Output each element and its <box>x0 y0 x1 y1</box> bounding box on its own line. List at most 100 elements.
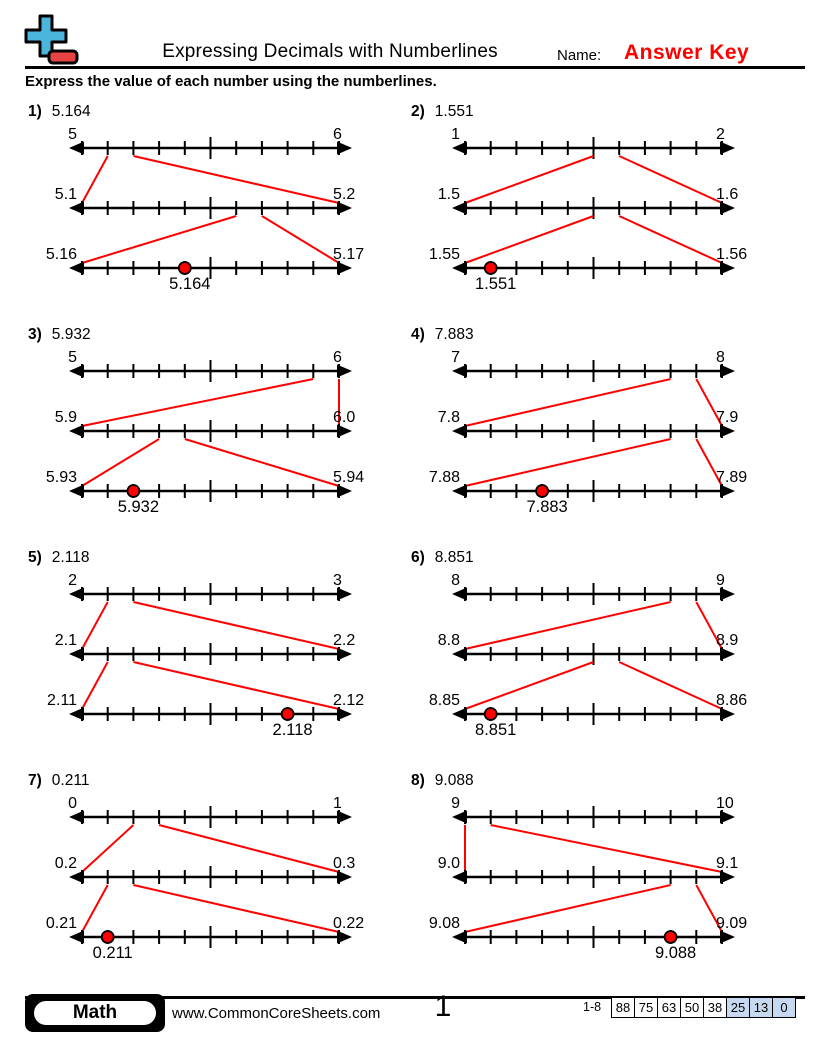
right-arrow-icon <box>337 647 352 661</box>
left-endpoint-label: 1.5 <box>438 186 460 203</box>
numberlines-figure: 9 10 9.0 9.1 9.08 9.09 9.088 <box>429 795 747 962</box>
zoom-connector-left <box>81 378 314 427</box>
problem-block: 7) 0.211 0 1 0.2 0.3 0.21 0.22 0.211 <box>28 772 378 977</box>
right-arrow-icon <box>337 870 352 884</box>
answer-dot <box>483 261 498 275</box>
problem-block: 6) 8.851 8 9 8.8 8.9 8.85 8.86 8.851 <box>411 549 761 754</box>
left-arrow-icon <box>69 930 84 944</box>
problem-number: 2) <box>411 103 425 120</box>
answer-label: 5.164 <box>169 275 210 293</box>
right-arrow-icon <box>337 141 352 155</box>
left-arrow-icon <box>452 484 467 498</box>
problem-number: 5) <box>28 549 42 566</box>
problem-block: 1) 5.164 5 6 5.1 5.2 5.16 5.17 5.164 <box>28 103 378 308</box>
left-arrow-icon <box>69 707 84 721</box>
right-endpoint-label: 9 <box>716 572 725 589</box>
problem-value: 8.851 <box>434 549 474 566</box>
left-endpoint-label: 0.2 <box>55 855 77 872</box>
left-endpoint-label: 8 <box>451 572 460 589</box>
right-endpoint-label: 0.3 <box>333 855 355 872</box>
zoom-connector-right <box>695 378 723 427</box>
left-arrow-icon <box>452 201 467 215</box>
left-arrow-icon <box>69 201 84 215</box>
problem-header: 7) 0.211 <box>28 772 89 790</box>
right-arrow-icon <box>720 201 735 215</box>
answer-dot <box>483 707 498 721</box>
left-arrow-icon <box>69 484 84 498</box>
score-cell: 50 <box>681 997 704 1018</box>
right-endpoint-label: 6.0 <box>333 409 355 426</box>
right-arrow-icon <box>337 364 352 378</box>
right-arrow-icon <box>720 930 735 944</box>
numberlines-figure: 1 2 1.5 1.6 1.55 1.56 1.551 <box>429 126 747 293</box>
instructions-text: Express the value of each number using t… <box>25 73 437 90</box>
problem-value: 9.088 <box>434 772 474 789</box>
right-endpoint-label: 2.2 <box>333 632 355 649</box>
right-arrow-icon <box>720 364 735 378</box>
problem-block: 4) 7.883 7 8 7.8 7.9 7.88 7.89 7.883 <box>411 326 761 531</box>
footer-divider <box>25 996 805 999</box>
page-number: 1 <box>434 990 452 1023</box>
answer-label: 9.088 <box>655 944 696 962</box>
problem-number: 1) <box>28 103 42 120</box>
problem-header: 3) 5.932 <box>28 326 91 344</box>
problem-block: 2) 1.551 1 2 1.5 1.6 1.55 1.56 1.551 <box>411 103 761 308</box>
left-arrow-icon <box>452 647 467 661</box>
zoom-connector-left <box>464 378 671 427</box>
left-endpoint-label: 0.21 <box>46 915 77 932</box>
answer-dot <box>177 261 192 275</box>
problem-value: 7.883 <box>434 326 474 343</box>
right-endpoint-label: 2 <box>716 126 725 143</box>
left-endpoint-label: 2 <box>68 572 77 589</box>
right-arrow-icon <box>337 707 352 721</box>
zoom-connector-left <box>81 884 109 933</box>
left-endpoint-label: 8.85 <box>429 692 460 709</box>
problem-block: 3) 5.932 5 6 5.9 6.0 5.93 5.94 5.932 <box>28 326 378 531</box>
left-arrow-icon <box>452 707 467 721</box>
right-arrow-icon <box>337 810 352 824</box>
right-arrow-icon <box>720 261 735 275</box>
right-arrow-icon <box>337 587 352 601</box>
right-arrow-icon <box>337 424 352 438</box>
left-endpoint-label: 9 <box>451 795 460 812</box>
math-plus-minus-icon <box>24 14 79 65</box>
left-endpoint-label: 7.88 <box>429 469 460 486</box>
problem-value: 5.932 <box>51 326 91 343</box>
zoom-connector-left <box>81 661 109 710</box>
zoom-connector-left <box>464 601 671 650</box>
left-arrow-icon <box>69 870 84 884</box>
answer-dot <box>100 930 115 944</box>
left-endpoint-label: 0 <box>68 795 77 812</box>
right-endpoint-label: 5.2 <box>333 186 355 203</box>
zoom-connector-right <box>133 155 340 204</box>
problem-header: 1) 5.164 <box>28 103 91 121</box>
right-endpoint-label: 1.56 <box>716 246 747 263</box>
left-arrow-icon <box>69 261 84 275</box>
zoom-connector-left <box>81 601 109 650</box>
problem-header: 2) 1.551 <box>411 103 474 121</box>
right-arrow-icon <box>720 484 735 498</box>
problem-value: 1.551 <box>434 103 474 120</box>
left-endpoint-label: 1.55 <box>429 246 460 263</box>
right-endpoint-label: 5.94 <box>333 469 364 486</box>
zoom-connector-right <box>695 601 723 650</box>
numberlines-figure: 5 6 5.9 6.0 5.93 5.94 5.932 <box>46 349 364 516</box>
zoom-connector-right <box>158 824 340 873</box>
zoom-connector-left <box>81 824 135 873</box>
numberlines-figure: 0 1 0.2 0.3 0.21 0.22 0.211 <box>46 795 364 962</box>
score-range-label: 1-8 <box>583 1000 602 1014</box>
zoom-connector-left <box>464 884 671 933</box>
subject-badge: Math <box>25 994 165 1032</box>
answer-dot <box>535 484 550 498</box>
right-endpoint-label: 7.9 <box>716 409 738 426</box>
right-endpoint-label: 9.1 <box>716 855 738 872</box>
right-endpoint-label: 9.09 <box>716 915 747 932</box>
right-endpoint-label: 5.17 <box>333 246 364 263</box>
problem-value: 5.164 <box>51 103 91 120</box>
problem-number: 4) <box>411 326 425 343</box>
right-arrow-icon <box>337 484 352 498</box>
problem-number: 6) <box>411 549 425 566</box>
left-arrow-icon <box>452 870 467 884</box>
problem-block: 8) 9.088 9 10 9.0 9.1 9.08 9.09 9.088 <box>411 772 761 977</box>
